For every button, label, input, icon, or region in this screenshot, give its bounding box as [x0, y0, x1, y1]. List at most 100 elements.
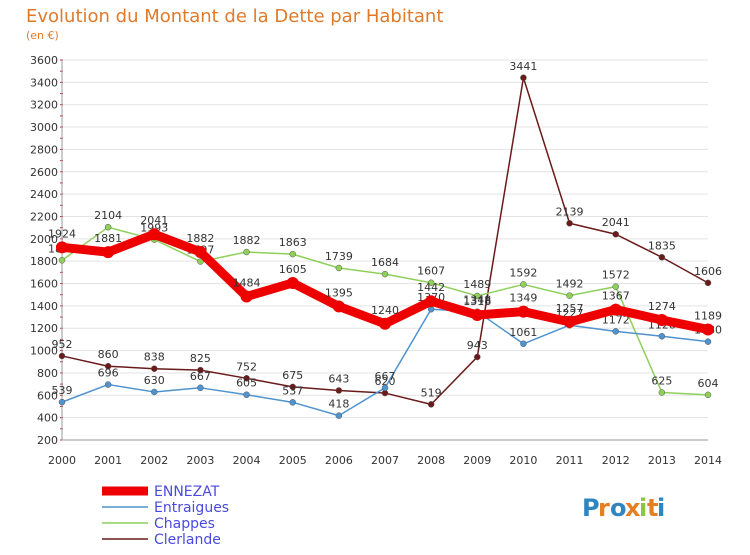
data-point: [612, 283, 619, 290]
y-tick-label: 400: [37, 412, 58, 425]
x-tick-label: 2010: [509, 454, 537, 467]
data-label: 1395: [325, 286, 353, 299]
data-label: 1442: [417, 281, 445, 294]
data-point: [655, 313, 668, 326]
data-label: 1189: [694, 309, 722, 322]
data-point: [197, 384, 204, 392]
data-point: [197, 258, 204, 265]
data-point: [197, 366, 204, 374]
logo-letter: r: [598, 494, 610, 522]
data-label: 825: [190, 352, 211, 365]
data-point: [704, 338, 712, 345]
x-tick-label: 2008: [417, 454, 445, 467]
x-tick-label: 2009: [463, 454, 491, 467]
logo-letter: P: [582, 494, 600, 522]
data-point: [520, 281, 527, 288]
data-label: 605: [236, 377, 257, 390]
plot-area: 200 400 600 800 1000 1200 1400 1600 1800 2000 2200…: [30, 54, 722, 467]
y-tick-label: 3000: [30, 121, 58, 134]
y-tick-label: 1800: [30, 255, 58, 268]
data-point: [289, 399, 296, 406]
x-tick-label: 2004: [233, 454, 261, 467]
data-point: [335, 387, 343, 394]
x-tick-label: 2012: [602, 454, 630, 467]
data-point: [56, 241, 68, 254]
legend-label: Entraigues: [154, 500, 229, 516]
y-tick-label: 2000: [30, 233, 58, 246]
data-point: [381, 384, 389, 392]
data-point: [658, 389, 666, 396]
data-label: 1924: [48, 227, 76, 240]
x-tick-label: 2006: [325, 454, 353, 467]
data-point: [658, 254, 666, 261]
data-point: [427, 279, 435, 286]
data-label: 1318: [463, 295, 491, 308]
data-point: [658, 333, 666, 340]
data-label: 1863: [279, 236, 307, 249]
y-tick-label: 200: [37, 434, 58, 447]
data-point: [58, 257, 66, 264]
data-label: 1835: [648, 239, 676, 252]
data-label: 1257: [556, 302, 584, 315]
data-label: 1606: [694, 265, 722, 278]
x-tick-label: 2003: [186, 454, 214, 467]
data-point: [286, 276, 299, 289]
y-tick-label: 3200: [30, 99, 58, 112]
data-point: [563, 315, 576, 328]
data-point: [381, 270, 389, 278]
x-tick-label: 2007: [371, 454, 399, 467]
data-point: [243, 375, 250, 382]
data-point: [102, 246, 115, 259]
data-point: [243, 248, 250, 256]
plot-background: [62, 60, 708, 440]
y-tick-label: 800: [37, 367, 58, 380]
y-tick-label: 2800: [30, 143, 58, 156]
data-label: 838: [144, 351, 165, 364]
data-point: [289, 250, 296, 258]
y-tick-label: 1200: [30, 322, 58, 335]
data-label: 1274: [648, 300, 676, 313]
data-label: 943: [467, 339, 488, 352]
data-label: 752: [236, 360, 257, 373]
data-point: [474, 292, 481, 300]
data-point: [104, 362, 112, 370]
data-point: [520, 340, 527, 348]
chart-subtitle: (en €): [26, 29, 59, 42]
data-point: [425, 295, 438, 308]
x-tick-label: 2014: [694, 454, 722, 467]
data-label: 1348: [463, 294, 491, 307]
data-label: 667: [375, 370, 396, 383]
data-point: [151, 388, 158, 396]
data-point: [104, 223, 112, 231]
y-tick-label: 2600: [30, 166, 58, 179]
data-point: [240, 290, 253, 303]
data-label: 1882: [186, 232, 214, 245]
x-tick-label: 2001: [94, 454, 122, 467]
data-point: [612, 230, 619, 238]
data-label: 952: [52, 338, 73, 351]
data-label: 1607: [417, 265, 445, 278]
y-tick-label: 1600: [30, 278, 58, 291]
data-label: 2041: [602, 216, 630, 229]
chart-title: Evolution du Montant de la Dette par Hab…: [26, 6, 443, 27]
data-label: 1349: [509, 292, 537, 305]
data-label: 1367: [602, 290, 630, 303]
data-point: [517, 305, 530, 318]
logo-letter: i: [639, 494, 647, 522]
data-label: 2104: [94, 209, 122, 222]
y-tick-label: 3600: [30, 54, 58, 67]
data-point: [704, 279, 712, 287]
data-label: 630: [144, 374, 165, 387]
data-point: [58, 352, 66, 360]
data-point: [471, 309, 484, 322]
data-label: 418: [328, 398, 349, 411]
data-point: [702, 323, 714, 336]
data-point: [289, 383, 296, 391]
y-tick-label: 1000: [30, 345, 58, 358]
data-label: 675: [282, 369, 303, 382]
data-label: 1489: [463, 278, 491, 291]
data-label: 1882: [233, 234, 261, 247]
data-label: 1739: [325, 250, 353, 263]
